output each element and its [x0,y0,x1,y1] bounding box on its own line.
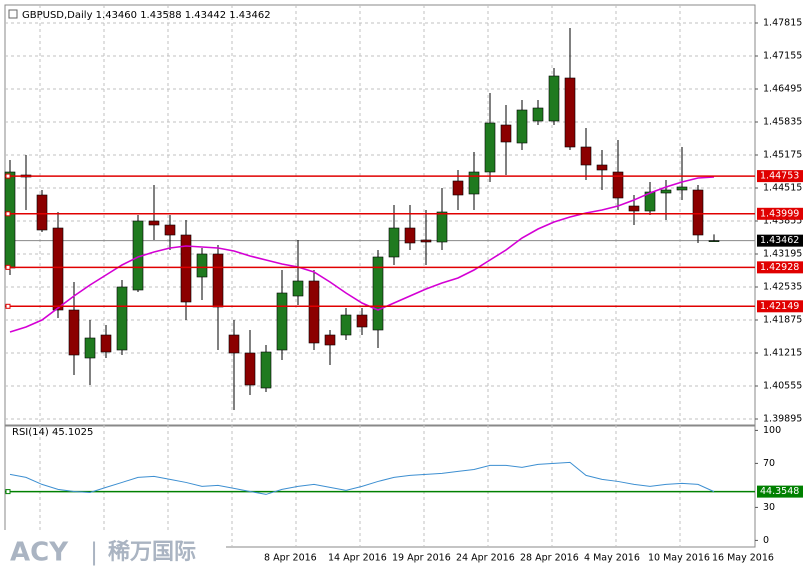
candle-body [212,253,224,308]
candle-body [516,109,528,144]
candle-body [84,337,96,359]
x-tick-label: 4 May 2016 [584,553,640,564]
y-tick-label: 1.42535 [763,282,802,293]
candle-body [436,211,448,243]
watermark-brand: ACY [10,538,69,568]
candle-body [452,180,464,196]
rsi-level-box [757,485,803,498]
candle-body [36,194,48,231]
candle-body [116,286,128,351]
moving-average [9,176,715,333]
level-handle [5,211,11,217]
candle-body [356,314,368,328]
watermark-separator: | [90,538,98,566]
rsi-panel [4,425,756,548]
watermark: ACY | 稀万国际 [0,530,226,576]
level-label: 1.42928 [760,262,799,273]
rsi-title: RSI(14) 45.1025 [12,427,93,438]
y-tick-label: 1.40555 [763,381,802,392]
candle-body [484,122,496,173]
level-label: 1.43999 [760,208,799,219]
candle-body [548,75,560,122]
watermark-bg [0,530,226,576]
level-handle [5,264,11,270]
candle-body [372,256,384,331]
x-tick-label: 16 May 2016 [712,553,774,564]
candle-body [468,171,480,195]
candle-body [612,171,624,199]
symbol-icon [8,9,18,19]
x-tick-label: 28 Apr 2016 [520,553,579,564]
y-tick-label: 1.43855 [763,216,802,227]
candle-body [388,227,400,258]
y-tick-label: 1.47155 [763,51,802,62]
y-tick-label: 1.39895 [763,414,802,425]
level-box [757,207,803,220]
y-tick-label: 30 [763,502,775,513]
candle-body [708,240,720,242]
candle-body [276,292,288,351]
candle-body [4,171,16,269]
level-box [757,170,803,183]
candle-body [260,351,272,389]
candle-body [532,107,544,122]
y-tick-label: 100 [763,425,781,436]
level-box [757,300,803,313]
candle-body [628,205,640,212]
candle-body [52,227,64,311]
price-box [757,234,803,247]
candle-body [596,164,608,171]
candle-body [644,191,656,212]
y-tick-label: 1.44515 [763,183,802,194]
candle-body [68,309,80,356]
x-tick-label: 10 May 2016 [648,553,710,564]
candle-body [692,189,704,236]
level-handle [5,173,11,179]
x-tick-label: 14 Apr 2016 [328,553,387,564]
candle-body [244,352,256,386]
level-label: 1.42149 [760,301,799,312]
candle-body [564,77,576,148]
candle-body [100,334,112,353]
level-label: 1.44753 [760,171,799,182]
candle-body [340,314,352,336]
y-tick-label: 1.45835 [763,117,802,128]
watermark-name: 稀万国际 [108,539,196,565]
price-label: 1.43462 [760,235,799,246]
x-tick-label: 8 Apr 2016 [264,553,317,564]
candle-body [164,224,176,236]
candle-body [292,280,304,297]
rsi-line [9,461,715,495]
candle-body [180,234,192,303]
chart-title: GBPUSD,Daily 1.43460 1.43588 1.43442 1.4… [22,10,271,21]
candle-body [420,239,432,243]
candle-body [228,334,240,354]
level-box [757,261,803,274]
y-tick-label: 1.41215 [763,348,802,359]
marks [4,28,755,495]
candle-body [404,227,416,244]
rsi-level-label: 44.3548 [760,486,799,497]
level-handle [5,489,11,495]
y-tick-label: 70 [763,458,775,469]
y-tick-label: 1.46495 [763,84,802,95]
x-tick-label: 19 Apr 2016 [392,553,451,564]
candle-body [196,253,208,278]
candle-body [324,334,336,346]
candle-body [660,189,672,194]
candle-body [148,220,160,226]
level-handle [5,303,11,309]
x-tick-label: 24 Apr 2016 [456,553,515,564]
y-tick-label: 1.47815 [763,18,802,29]
candle-body [580,146,592,166]
candle-body [500,124,512,143]
candle-body [308,280,320,344]
y-tick-label: 1.43195 [763,249,802,260]
y-tick-label: 1.45175 [763,150,802,161]
y-tick-label: 1.41875 [763,315,802,326]
y-tick-label: 0 [763,535,769,546]
candle-body [676,186,688,191]
